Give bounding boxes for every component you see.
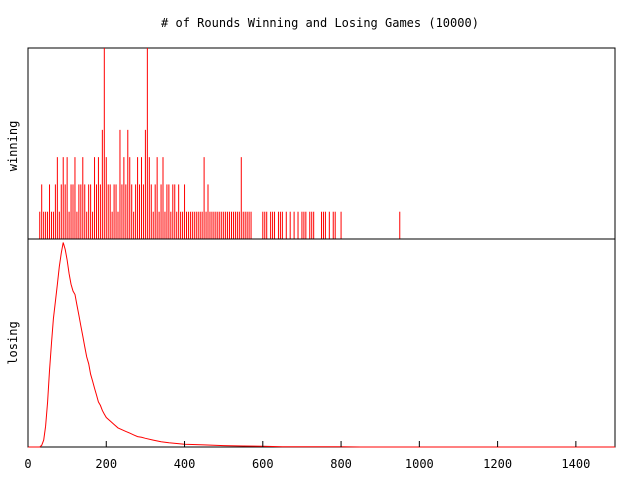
winning-series [39,48,401,239]
losing-y-axis-label: losing [6,321,20,364]
losing-series [28,242,615,448]
x-tick-label-1: 200 [95,457,117,471]
x-tick-label-3: 600 [252,457,274,471]
winning-y-axis-label: winning [6,121,20,172]
x-tick-label-7: 1400 [561,457,590,471]
chart-title: # of Rounds Winning and Losing Games (10… [161,16,479,30]
x-tick-label-2: 400 [174,457,196,471]
x-tick-label-4: 800 [330,457,352,471]
losing-series-line [28,242,615,448]
x-tick-label-0: 0 [24,457,31,471]
winning-panel: winning [6,47,616,240]
x-axis: 0 200 400 600 800 1000 1200 1400 [24,441,590,471]
x-tick-label-5: 1000 [405,457,434,471]
x-tick-label-6: 1200 [483,457,512,471]
losing-panel-frame [27,238,616,448]
losing-panel: losing [6,238,616,448]
